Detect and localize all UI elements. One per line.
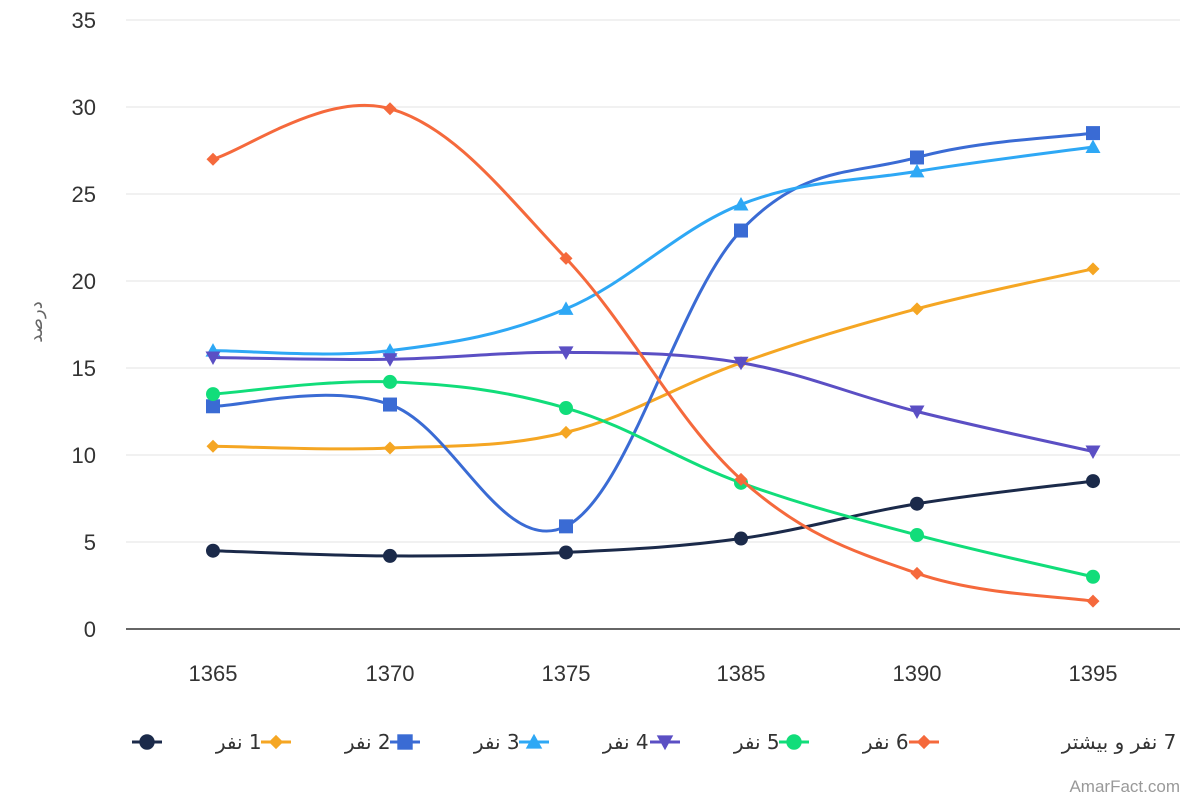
data-point [383, 548, 397, 563]
data-point [205, 351, 221, 366]
legend-item: 1 نفر [132, 730, 262, 754]
data-point [910, 150, 924, 165]
legend-marker [656, 735, 674, 751]
data-point [559, 519, 573, 534]
data-point [559, 545, 573, 560]
credit-text: AmarFact.com [1069, 777, 1180, 796]
legend-marker [397, 734, 413, 750]
legend-item: 2 نفر [261, 730, 391, 754]
series-line [212, 380, 1094, 579]
y-tick-label: 10 [72, 443, 96, 468]
series-1 [206, 474, 1100, 563]
legend-item: 6 نفر [779, 730, 909, 754]
series-line [212, 267, 1094, 451]
legend-marker [916, 734, 932, 750]
x-tick-label: 1375 [542, 661, 591, 686]
legend-marker [786, 734, 802, 750]
data-point [558, 346, 574, 360]
series-3 [206, 126, 1100, 534]
series-7 [206, 102, 1100, 608]
data-point [1085, 445, 1101, 460]
legend-label: 5 نفر [733, 730, 780, 754]
data-point [1086, 474, 1100, 489]
legend-label: 7 نفر و بیشتر [1061, 730, 1177, 754]
data-point [909, 405, 925, 419]
y-tick-label: 15 [72, 356, 96, 381]
legend-label: 1 نفر [215, 730, 262, 754]
series-line [212, 479, 1094, 558]
x-tick-label: 1365 [189, 661, 238, 686]
data-point [206, 439, 220, 453]
data-point [1085, 139, 1101, 154]
series-6 [206, 374, 1100, 584]
legend-item: 7 نفر و بیشتر [909, 730, 1176, 754]
legend-item: 3 نفر [390, 730, 520, 754]
data-point [383, 397, 397, 412]
data-point [383, 374, 397, 389]
y-tick-labels: 0 5 10 15 20 25 30 35 [72, 8, 96, 642]
data-point [559, 401, 573, 416]
y-tick-label: 25 [72, 182, 96, 207]
data-point [206, 152, 220, 166]
gridlines [126, 19, 1180, 630]
legend-label: 6 نفر [862, 730, 909, 754]
data-point [734, 472, 748, 486]
legend-label: 3 نفر [473, 730, 520, 754]
y-axis-label: درصد [26, 301, 47, 342]
series-line [212, 103, 1094, 603]
legend-item: 5 نفر [650, 730, 780, 754]
x-tick-label: 1385 [717, 661, 766, 686]
data-point [206, 387, 220, 402]
data-point [910, 566, 924, 580]
series-5 [205, 346, 1101, 460]
legend-marker [268, 734, 284, 750]
data-point [734, 531, 748, 546]
y-tick-label: 35 [72, 8, 96, 33]
y-tick-label: 0 [84, 617, 96, 642]
series [205, 102, 1101, 608]
data-point [383, 441, 397, 455]
series-2 [206, 262, 1100, 455]
data-point [1086, 594, 1100, 608]
data-point [909, 163, 925, 178]
data-point [382, 353, 398, 367]
series-4 [205, 139, 1101, 357]
series-line [212, 350, 1094, 453]
data-point [206, 543, 220, 558]
legend-label: 2 نفر [344, 730, 391, 754]
data-point [1086, 126, 1100, 141]
x-tick-label: 1370 [366, 661, 415, 686]
data-point [910, 528, 924, 543]
x-tick-label: 1390 [893, 661, 942, 686]
x-tick-label: 1395 [1069, 661, 1118, 686]
legend-item: 4 نفر [519, 730, 649, 754]
legend-label: 4 نفر [602, 730, 649, 754]
data-point [559, 425, 573, 439]
series-line [212, 145, 1094, 356]
data-point [558, 301, 574, 315]
data-point [910, 302, 924, 316]
data-point [1086, 262, 1100, 276]
data-point [734, 223, 748, 238]
x-tick-labels: 1365 1370 1375 1385 1390 1395 [189, 661, 1118, 686]
data-point [383, 102, 397, 116]
legend-marker [139, 734, 155, 750]
data-point [910, 496, 924, 511]
y-tick-label: 20 [72, 269, 96, 294]
legend: 1 نفر 2 نفر 3 نفر 4 نفر 5 نفر 6 نفر 7 نفر و بی… [132, 730, 1176, 754]
data-point [733, 356, 749, 371]
data-point [733, 196, 749, 211]
y-tick-label: 5 [84, 530, 96, 555]
data-point [559, 251, 573, 265]
data-point [382, 343, 398, 357]
data-point [206, 399, 220, 414]
y-tick-label: 30 [72, 95, 96, 120]
legend-marker [525, 733, 543, 749]
series-line [212, 131, 1094, 533]
data-point [1086, 569, 1100, 584]
